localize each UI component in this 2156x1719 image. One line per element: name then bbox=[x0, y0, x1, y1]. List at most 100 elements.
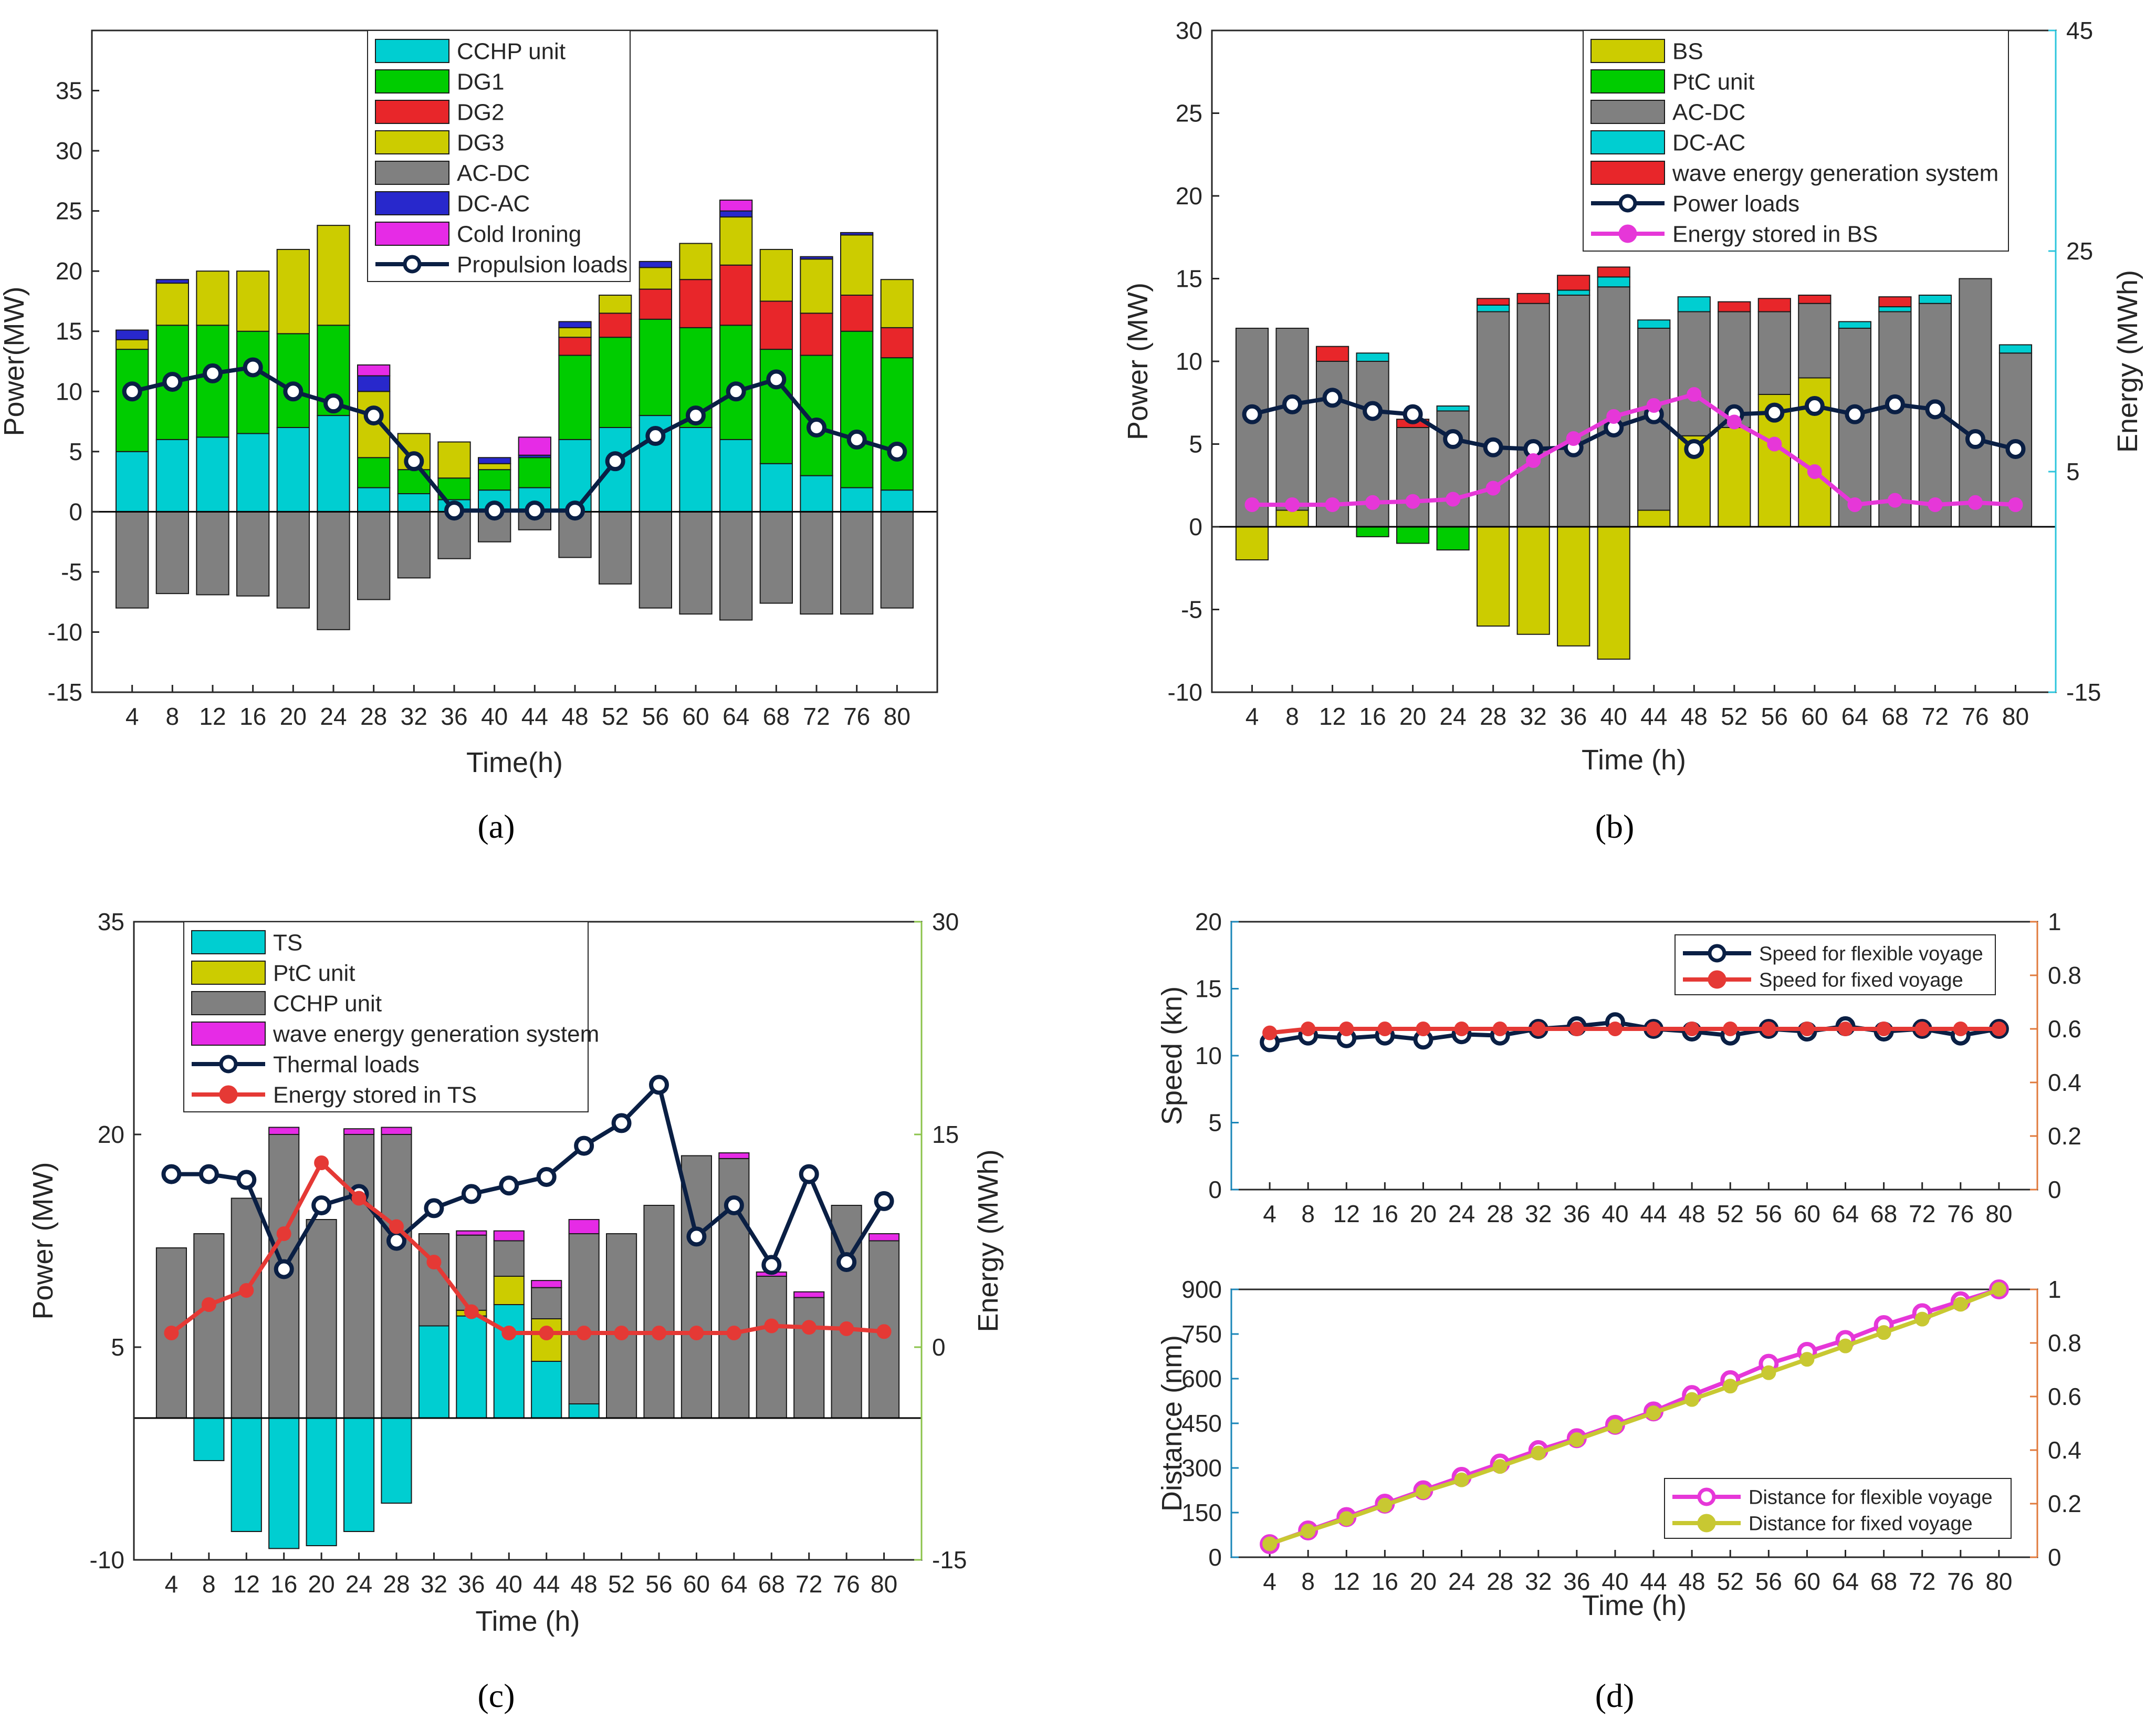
y-right-tick-label: 1 bbox=[2048, 1276, 2061, 1303]
bar-wave-energy-generation-system-36 bbox=[1557, 275, 1590, 291]
point-energy-stored-in-ts-44 bbox=[539, 1326, 554, 1340]
x-tick-label: 32 bbox=[421, 1570, 447, 1598]
bar-wave-energy-generation-system-44 bbox=[531, 1280, 562, 1288]
bar-dg1-28 bbox=[357, 457, 391, 488]
bar-ac-dc-72 bbox=[800, 511, 833, 615]
bar-bs-8 bbox=[1275, 509, 1309, 527]
bar-wave-energy-generation-system-28 bbox=[1477, 298, 1510, 306]
bar-dc-ac-16 bbox=[1356, 352, 1389, 362]
point-energy-stored-in-ts-28 bbox=[389, 1219, 404, 1234]
x-tick-label: 52 bbox=[1721, 703, 1747, 730]
y-tick-label: 30 bbox=[56, 137, 82, 164]
x-tick-label: 76 bbox=[843, 703, 870, 730]
legend-label: Power loads bbox=[1672, 191, 1799, 216]
x-tick-label: 64 bbox=[1832, 1200, 1859, 1227]
point-propulsion-loads-24 bbox=[323, 393, 343, 414]
point-power-loads-76 bbox=[1965, 429, 1985, 450]
legend-marker bbox=[219, 1055, 238, 1074]
legend-a: CCHP unit DG1 DG2 DG3 AC-DC DC-AC Cold Ironing… bbox=[367, 30, 631, 282]
legend-label: Cold Ironing bbox=[457, 221, 581, 247]
bar-bs-32 bbox=[1516, 526, 1550, 635]
point-energy-stored-in-ts-40 bbox=[501, 1326, 517, 1340]
x-tick-label: 12 bbox=[1333, 1200, 1360, 1227]
point-speed-for-fixed-voyage-36 bbox=[1569, 1022, 1584, 1036]
bar-wave-energy-generation-system-40 bbox=[493, 1230, 525, 1242]
point-energy-stored-in-ts-68 bbox=[764, 1318, 779, 1333]
x-tick-label: 8 bbox=[1301, 1200, 1315, 1227]
x-tick-label: 76 bbox=[1962, 703, 1988, 730]
legend-swatch bbox=[375, 130, 449, 155]
legend-label: DC-AC bbox=[1672, 130, 1745, 155]
x-tick-label: 72 bbox=[796, 1570, 822, 1598]
bar-ac-dc-4 bbox=[116, 511, 149, 609]
point-thermal-loads-16 bbox=[274, 1259, 294, 1279]
bar-dg3-56 bbox=[639, 267, 672, 290]
bar-dg2-52 bbox=[599, 312, 632, 338]
bar-ac-dc-40 bbox=[1597, 286, 1630, 527]
point-thermal-loads-12 bbox=[236, 1170, 257, 1190]
bar-dg1-44 bbox=[518, 457, 552, 488]
legend-marker bbox=[1697, 1487, 1716, 1506]
bar-cchp-unit-68 bbox=[759, 463, 793, 513]
x-tick-label: 52 bbox=[602, 703, 629, 730]
bar-dc-ac-24 bbox=[1436, 405, 1470, 412]
point-energy-stored-in-ts-8 bbox=[201, 1297, 216, 1312]
point-power-loads-60 bbox=[1804, 396, 1825, 416]
x-tick-label: 24 bbox=[1440, 703, 1467, 730]
point-thermal-loads-28 bbox=[386, 1231, 406, 1251]
legend-label: Energy stored in BS bbox=[1672, 221, 1878, 247]
x-axis-title: Time (h) bbox=[1582, 1590, 1687, 1621]
legend-label: CCHP unit bbox=[273, 991, 382, 1016]
x-tick-label: 48 bbox=[571, 1570, 598, 1598]
legend-box bbox=[1664, 1478, 2012, 1539]
point-propulsion-loads-32 bbox=[404, 451, 424, 472]
point-speed-for-fixed-voyage-40 bbox=[1607, 1022, 1623, 1036]
point-speed-for-fixed-voyage-60 bbox=[1799, 1022, 1815, 1036]
point-propulsion-loads-48 bbox=[565, 501, 585, 521]
bar-cchp-unit-24 bbox=[343, 1134, 375, 1419]
point-distance-for-fixed-voyage-32 bbox=[1531, 1445, 1546, 1461]
bar-dg2-56 bbox=[639, 288, 672, 320]
y-tick-label: 35 bbox=[98, 908, 124, 935]
x-tick-label: 60 bbox=[1794, 1568, 1820, 1595]
point-energy-stored-in-bs-20 bbox=[1405, 494, 1420, 509]
bar-dc-ac-28 bbox=[1477, 304, 1510, 312]
bar-bs-36 bbox=[1557, 526, 1590, 647]
bar-ac-dc-8 bbox=[155, 511, 189, 595]
legend-swatch bbox=[191, 1021, 266, 1046]
bar-ac-dc-32 bbox=[397, 511, 431, 579]
bar-wave-energy-generation-system-64 bbox=[718, 1152, 750, 1159]
x-tick-label: 52 bbox=[608, 1570, 635, 1598]
point-distance-for-fixed-voyage-4 bbox=[1262, 1536, 1278, 1551]
legend-label: DG2 bbox=[457, 99, 504, 125]
bar-wave-energy-generation-system-12 bbox=[1315, 346, 1349, 362]
point-power-loads-20 bbox=[1403, 404, 1423, 424]
bar-cchp-unit-44 bbox=[531, 1287, 562, 1320]
point-energy-stored-in-bs-64 bbox=[1847, 497, 1862, 512]
point-thermal-loads-48 bbox=[574, 1135, 594, 1156]
bar-ts-44 bbox=[531, 1361, 562, 1419]
legend-swatch bbox=[1590, 38, 1665, 64]
point-energy-stored-in-ts-24 bbox=[351, 1191, 367, 1206]
x-tick-label: 52 bbox=[1717, 1568, 1744, 1595]
point-speed-for-fixed-voyage-44 bbox=[1646, 1022, 1661, 1036]
legend-swatch bbox=[1590, 99, 1665, 124]
point-energy-stored-in-bs-28 bbox=[1485, 481, 1501, 496]
bar-ac-dc-80 bbox=[880, 511, 914, 609]
y-tick-label: 20 bbox=[56, 257, 82, 285]
bar-ts-48 bbox=[568, 1403, 600, 1419]
bar-dg3-60 bbox=[679, 243, 713, 280]
panel-label-c: (c) bbox=[477, 1677, 515, 1714]
bar-dg1-16 bbox=[236, 330, 270, 434]
point-energy-stored-in-ts-20 bbox=[314, 1155, 329, 1170]
x-tick-label: 28 bbox=[1487, 1568, 1513, 1595]
bar-wave-energy-generation-system-48 bbox=[568, 1219, 600, 1234]
x-tick-label: 68 bbox=[758, 1570, 785, 1598]
point-power-loads-48 bbox=[1684, 439, 1704, 459]
y-axis-title: Power (MW) bbox=[27, 1162, 59, 1320]
y-right-tick-label: 1 bbox=[2048, 908, 2061, 935]
point-power-loads-4 bbox=[1242, 404, 1262, 424]
x-axis-title: Time (h) bbox=[476, 1606, 580, 1637]
bar-cchp-unit-8 bbox=[193, 1233, 225, 1419]
